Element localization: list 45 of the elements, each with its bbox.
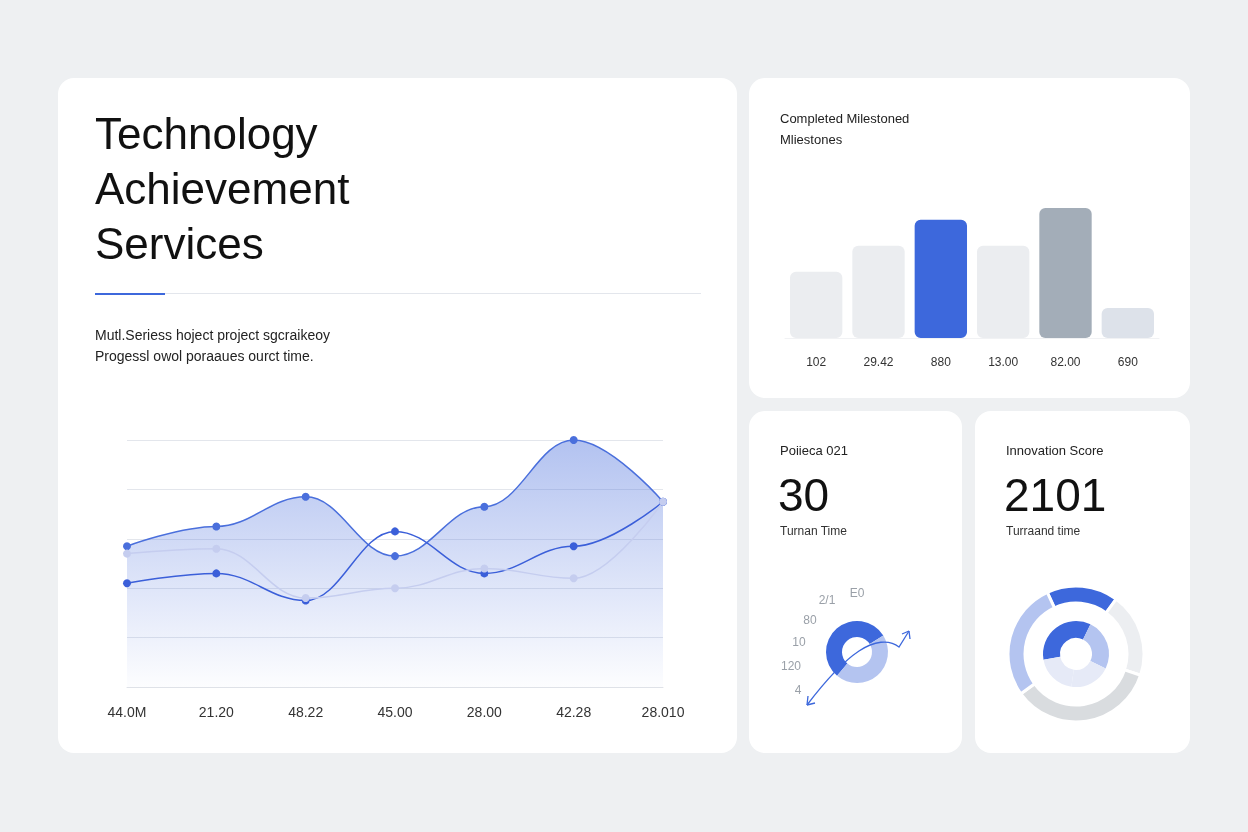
x-tick-label: 13.00 xyxy=(988,355,1019,369)
point xyxy=(480,502,489,511)
point xyxy=(391,552,399,561)
x-tick-label: 690 xyxy=(1117,355,1139,369)
x-tick-label: 44.0M xyxy=(107,704,147,720)
point xyxy=(301,492,310,501)
x-tick-label: 28.00 xyxy=(466,704,503,720)
x-tick-label: 21.20 xyxy=(198,704,235,720)
point xyxy=(480,564,489,573)
point xyxy=(123,579,131,588)
chart-title: Technology Achievement Services xyxy=(95,108,351,270)
point xyxy=(569,542,578,551)
bar xyxy=(1101,308,1155,338)
text: 2101 xyxy=(1004,468,1107,523)
point xyxy=(123,549,131,558)
chart-title: Poiieca 021 xyxy=(780,443,848,458)
text: 80 xyxy=(803,613,817,627)
text: Turnan Time xyxy=(780,524,847,538)
x-tick-label: 45.00 xyxy=(377,704,413,720)
x-tick-label: 82.00 xyxy=(1050,355,1081,369)
chart-title: Innovation Score xyxy=(1006,443,1104,458)
text: 30 xyxy=(778,468,830,523)
text: 10 xyxy=(792,635,806,649)
chart-title: Completed Milestoned Mliestones xyxy=(780,110,911,149)
point xyxy=(391,584,399,593)
text: 2/1 xyxy=(818,593,836,607)
x-tick-label: 880 xyxy=(930,355,952,369)
bar xyxy=(1039,208,1092,338)
text: 4 xyxy=(794,683,802,697)
x-tick-label: 29.42 xyxy=(863,355,894,369)
point xyxy=(212,522,221,531)
chart-subtitle: Mutl.Seriess hoject project sgcraikeoy Progessl owol poraaues ourct time. xyxy=(95,326,331,366)
point xyxy=(212,569,221,578)
x-tick-label: 48.22 xyxy=(288,704,324,720)
x-tick-label: 42.28 xyxy=(556,704,592,720)
bar xyxy=(914,219,968,338)
point xyxy=(123,542,131,551)
point xyxy=(569,574,578,583)
x-tick-label: 28.010 xyxy=(641,704,685,720)
point xyxy=(569,436,578,444)
text: Turraand time xyxy=(1006,524,1081,538)
point xyxy=(391,527,399,536)
text: 120 xyxy=(780,659,802,673)
text: E0 xyxy=(849,586,865,600)
x-tick-label: 102 xyxy=(806,355,827,369)
